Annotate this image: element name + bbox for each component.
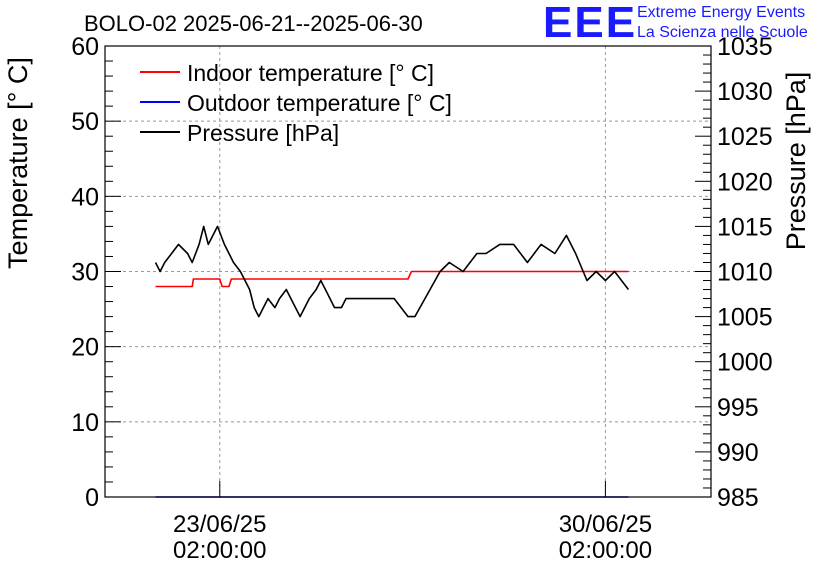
series-line	[155, 270, 629, 288]
chart-title: BOLO-02 2025-06-21--2025-06-30	[84, 11, 423, 36]
y2-tick-label: 1000	[717, 349, 773, 377]
y-tick-label: 10	[71, 409, 99, 437]
series-lines	[154, 225, 630, 498]
legend-label: Indoor temperature [° C]	[187, 60, 434, 86]
eee-logo-line-1: Extreme Energy Events	[637, 4, 806, 21]
y2-tick-label: 995	[717, 394, 759, 422]
y-tick-label: 20	[71, 334, 99, 362]
y-tick-label: 40	[71, 183, 99, 211]
y-tick-label: 30	[71, 259, 99, 287]
y-tick-label: 0	[85, 484, 99, 512]
x-tick-label-date: 23/06/25	[173, 511, 266, 538]
y2-tick-label: 1005	[717, 304, 773, 332]
legend: Indoor temperature [° C] Outdoor temperat…	[140, 60, 452, 146]
y2-tick-label: 1015	[717, 213, 773, 241]
y-tick-label: 50	[71, 108, 99, 136]
y2-tick-label: 990	[717, 439, 759, 467]
eee-logo-mark: EEE	[543, 0, 638, 47]
y2-tick-label: 1020	[717, 168, 773, 196]
y2-axis-label: Pressure [hPa]	[781, 72, 811, 251]
eee-logo-line-2: La Scienza nelle Scuole	[637, 24, 808, 41]
y2-tick-label: 1035	[717, 33, 773, 61]
y2-tick-label: 985	[717, 484, 759, 512]
y-tick-label: 60	[71, 33, 99, 61]
y2-tick-label: 1010	[717, 259, 773, 287]
x-tick-label-time: 02:00:00	[173, 537, 266, 564]
x-tick-label-date: 30/06/25	[559, 511, 652, 538]
axes: 0102030405060985990995100010051010101510…	[71, 33, 772, 564]
legend-label: Pressure [hPa]	[187, 120, 339, 146]
legend-label: Outdoor temperature [° C]	[187, 90, 452, 116]
y-axis-label: Temperature [° C]	[3, 57, 33, 269]
series-line	[154, 225, 630, 318]
y2-tick-label: 1030	[717, 78, 773, 106]
x-tick-label-time: 02:00:00	[559, 537, 652, 564]
y2-tick-label: 1025	[717, 123, 773, 151]
